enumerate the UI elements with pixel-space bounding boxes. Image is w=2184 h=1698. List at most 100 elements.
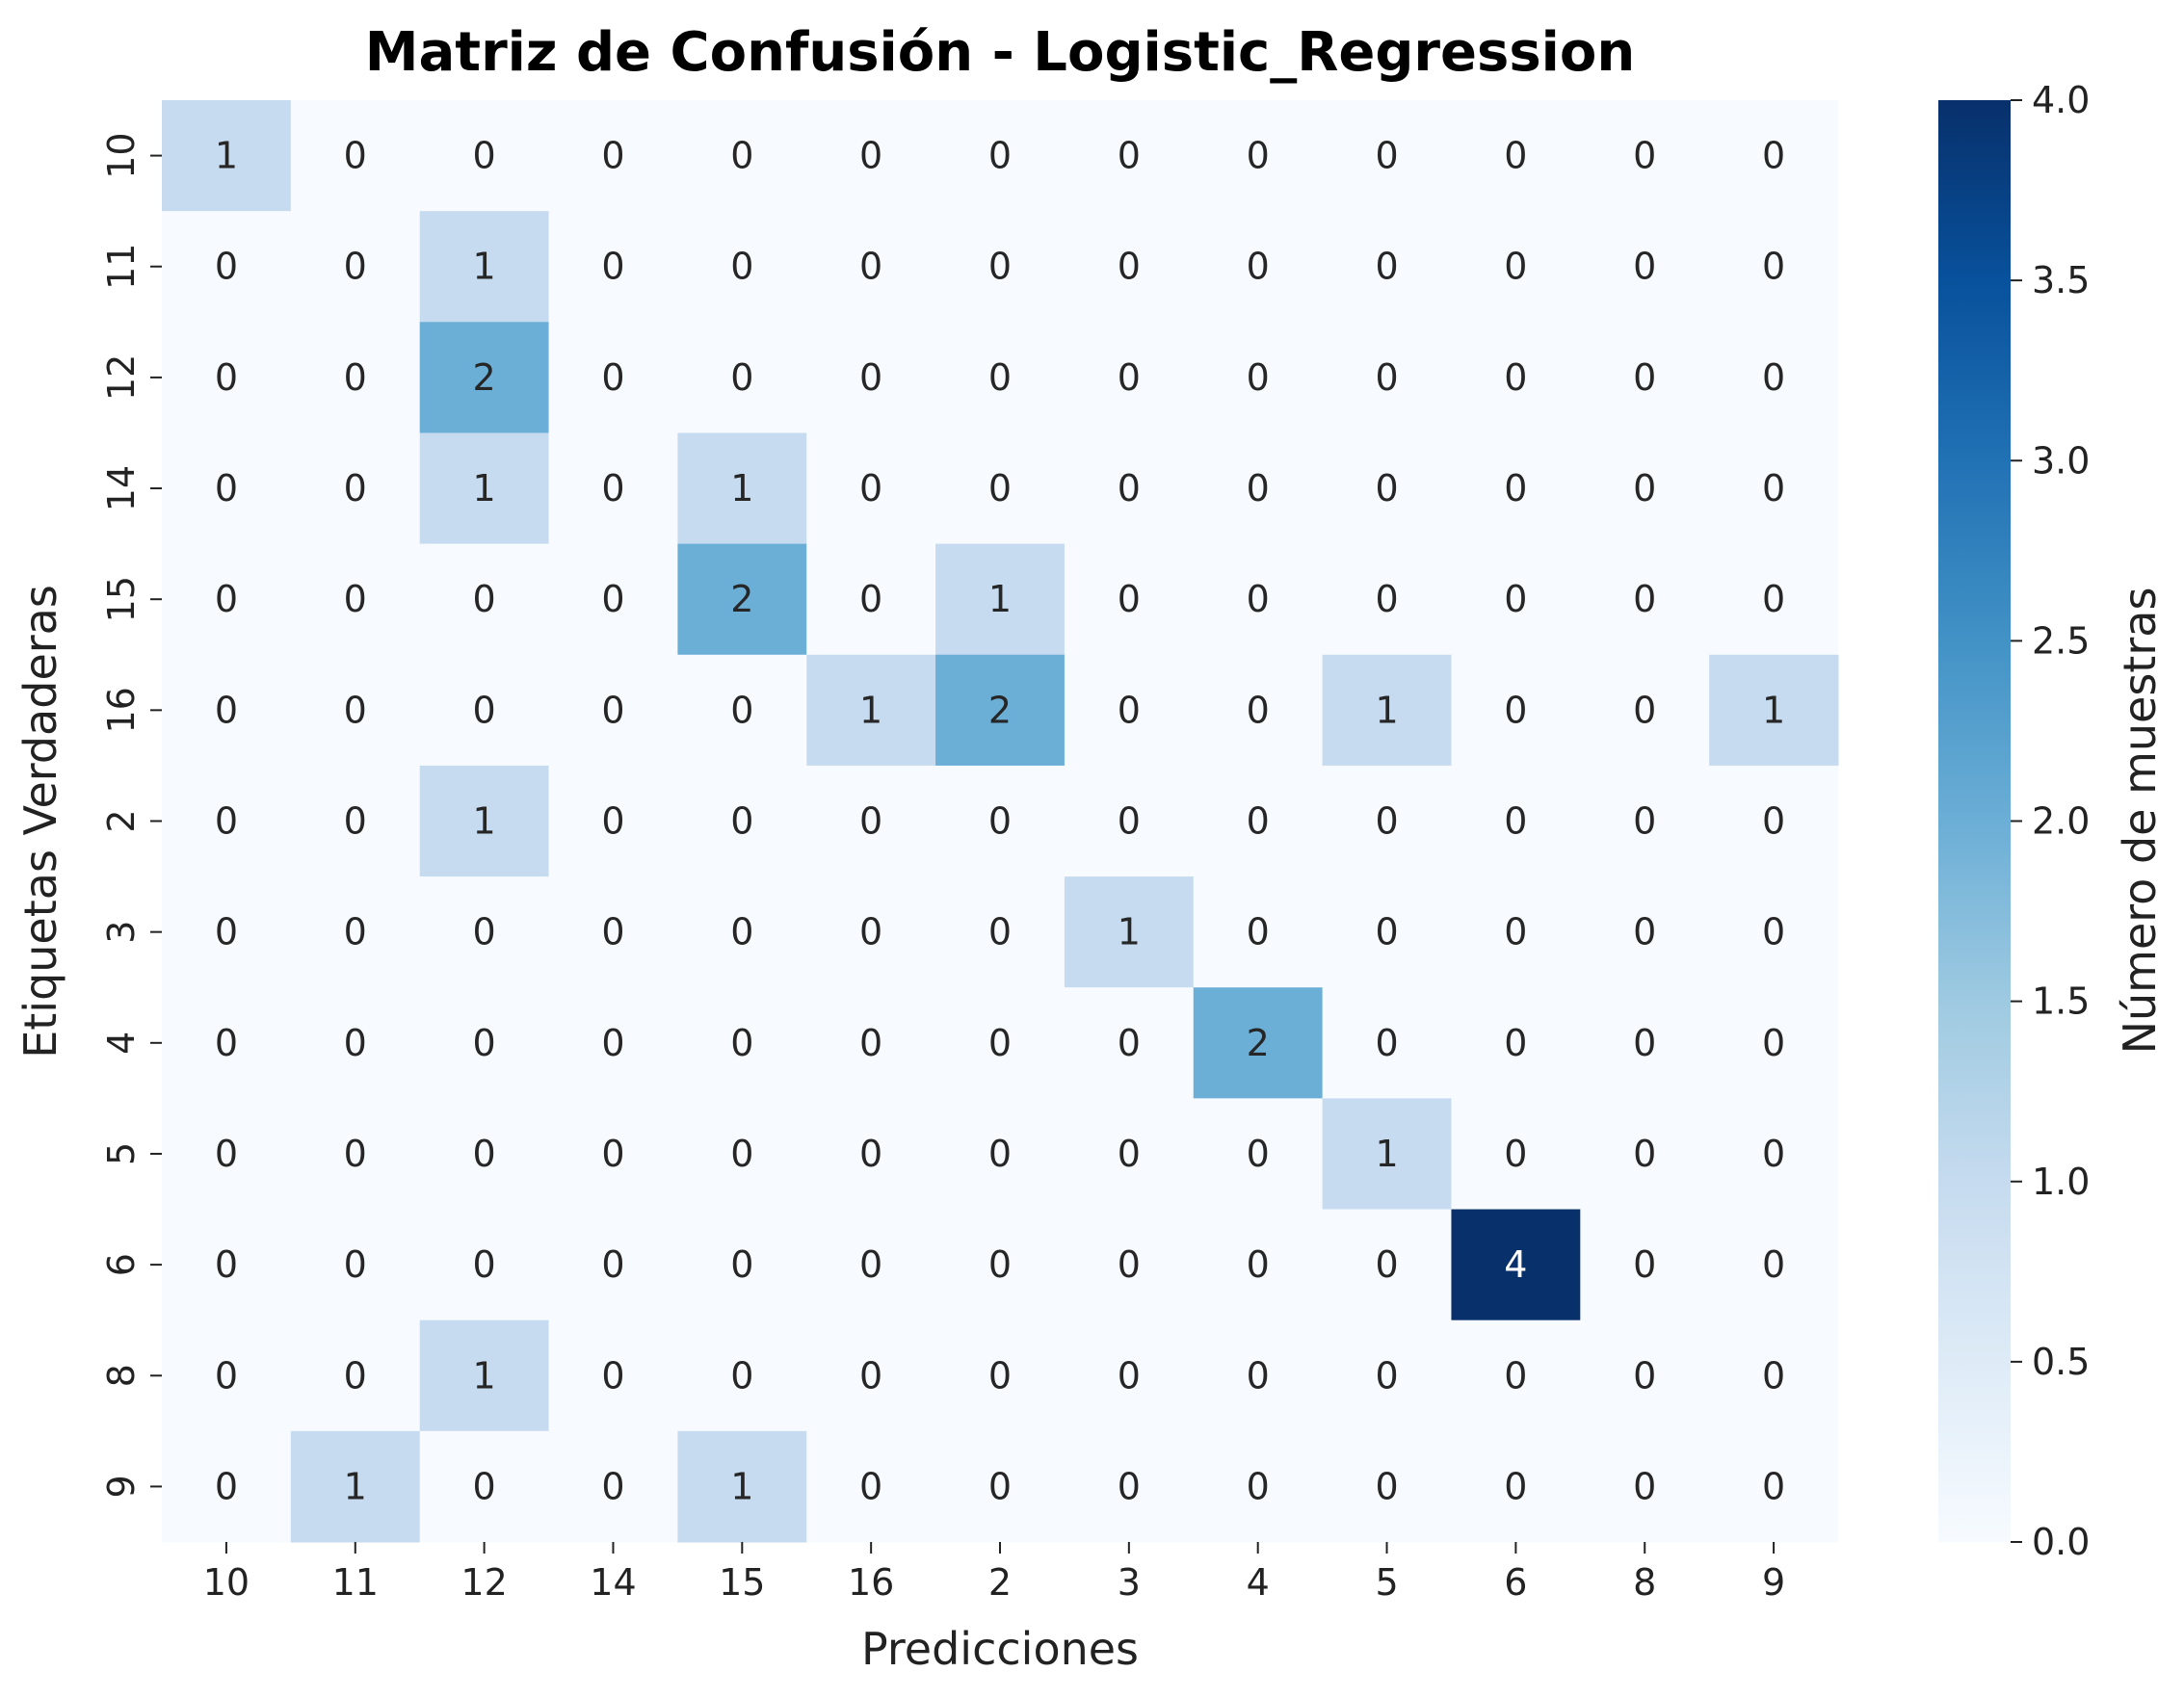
- heatmap-cell: [419, 322, 550, 433]
- cell-value-label: 1: [1375, 689, 1398, 731]
- heatmap-cell: [419, 876, 550, 988]
- cell-value-label: 0: [730, 1354, 753, 1397]
- cell-value-label: 0: [215, 800, 238, 843]
- heatmap-cell: [1064, 211, 1195, 323]
- heatmap-cell: [290, 654, 421, 767]
- cell-value-label: 0: [473, 578, 496, 620]
- heatmap-cell: [1451, 1430, 1581, 1543]
- cell-value-label: 0: [1633, 135, 1656, 177]
- cell-value-label: 0: [859, 911, 882, 953]
- cell-value-label: 0: [1375, 1465, 1398, 1507]
- heatmap-cell: [935, 1319, 1066, 1432]
- x-tick-label: 10: [203, 1561, 250, 1604]
- heatmap-cell: [1709, 987, 1839, 1099]
- cell-value-label: 0: [1375, 246, 1398, 288]
- heatmap-cell: [419, 765, 550, 877]
- cell-value-label: 0: [859, 356, 882, 399]
- cell-value-label: 0: [344, 135, 367, 177]
- cell-value-label: 0: [344, 1243, 367, 1286]
- heatmap-cell: [935, 765, 1066, 877]
- y-tick-label: 3: [100, 921, 143, 944]
- heatmap-cell: [162, 1098, 292, 1211]
- cell-value-label: 0: [1375, 1243, 1398, 1286]
- cell-value-label: 0: [1247, 1465, 1270, 1507]
- cell-value-label: 0: [1247, 800, 1270, 843]
- heatmap-cell: [548, 765, 678, 877]
- heatmap-cell: [419, 987, 550, 1099]
- cell-value-label: 0: [1762, 246, 1785, 288]
- cell-value-label: 0: [1633, 1133, 1656, 1175]
- cell-value-label: 0: [1762, 467, 1785, 509]
- cell-value-label: 0: [215, 1243, 238, 1286]
- heatmap-cell: [1451, 543, 1581, 656]
- cell-value-label: 0: [730, 1022, 753, 1064]
- heatmap-cell: [1580, 432, 1710, 545]
- heatmap-cell: [290, 876, 421, 988]
- heatmap-cell: [1193, 1209, 1324, 1321]
- heatmap-cell: [548, 1319, 678, 1432]
- cell-value-label: 0: [215, 911, 238, 953]
- cell-value-label: 0: [1247, 911, 1270, 953]
- cell-value-label: 0: [1247, 689, 1270, 731]
- x-tick-label: 5: [1375, 1561, 1398, 1604]
- heatmap-cell: [1451, 987, 1581, 1099]
- heatmap-cell: [1193, 432, 1324, 545]
- cell-value-label: 0: [601, 689, 624, 731]
- cell-value-label: 0: [1762, 578, 1785, 620]
- heatmap-cell: [548, 543, 678, 656]
- cell-value-label: 0: [1633, 1022, 1656, 1064]
- x-tick-label: 14: [590, 1561, 636, 1604]
- heatmap-cell: [1451, 765, 1581, 877]
- cell-value-label: 1: [1375, 1133, 1398, 1175]
- heatmap-cell: [1193, 1430, 1324, 1543]
- heatmap-cell: [677, 654, 807, 767]
- heatmap-cell: [1580, 654, 1710, 767]
- cell-value-label: 0: [1247, 1133, 1270, 1175]
- cell-value-label: 0: [859, 1022, 882, 1064]
- cell-value-label: 0: [601, 578, 624, 620]
- cell-value-label: 0: [1762, 911, 1785, 953]
- heatmap-cell: [1193, 1319, 1324, 1432]
- heatmap-cell: [290, 987, 421, 1099]
- cell-value-label: 0: [344, 1354, 367, 1397]
- heatmap-cell: [162, 432, 292, 545]
- cell-value-label: 2: [473, 356, 496, 399]
- heatmap-cell: [1064, 876, 1195, 988]
- heatmap-cell: [935, 1209, 1066, 1321]
- cell-value-label: 1: [1762, 689, 1785, 731]
- cell-value-label: 1: [473, 800, 496, 843]
- cell-value-label: 1: [215, 135, 238, 177]
- cell-value-label: 2: [988, 689, 1012, 731]
- heatmap-cell: [1709, 211, 1839, 323]
- heatmap-cell: [290, 322, 421, 433]
- cell-value-label: 0: [1633, 356, 1656, 399]
- heatmap-cell: [162, 543, 292, 656]
- cell-value-label: 0: [601, 1243, 624, 1286]
- heatmap-cell: [162, 765, 292, 877]
- heatmap-cell: [290, 211, 421, 323]
- cell-value-label: 0: [1118, 356, 1141, 399]
- cell-value-label: 0: [1504, 135, 1527, 177]
- heatmap-cell: [677, 543, 807, 656]
- heatmap-cell: [548, 654, 678, 767]
- cell-value-label: 1: [730, 1465, 753, 1507]
- cell-value-label: 0: [859, 135, 882, 177]
- cell-value-label: 0: [601, 1465, 624, 1507]
- heatmap-cell: [1709, 1209, 1839, 1321]
- heatmap-cell: [935, 543, 1066, 656]
- cell-value-label: 1: [730, 467, 753, 509]
- cell-value-label: 0: [344, 911, 367, 953]
- x-tick-label: 2: [988, 1561, 1012, 1604]
- heatmap-cell: [806, 543, 936, 656]
- cell-value-label: 0: [859, 800, 882, 843]
- heatmap-cell: [1580, 1209, 1710, 1321]
- heatmap-cell: [1580, 987, 1710, 1099]
- heatmap-cell: [290, 765, 421, 877]
- heatmap-cell: [1709, 1430, 1839, 1543]
- heatmap-cell: [290, 543, 421, 656]
- heatmap-cell: [677, 1430, 807, 1543]
- cell-value-label: 0: [473, 135, 496, 177]
- heatmap-cell: [1064, 765, 1195, 877]
- colorbar: [1938, 100, 2011, 1542]
